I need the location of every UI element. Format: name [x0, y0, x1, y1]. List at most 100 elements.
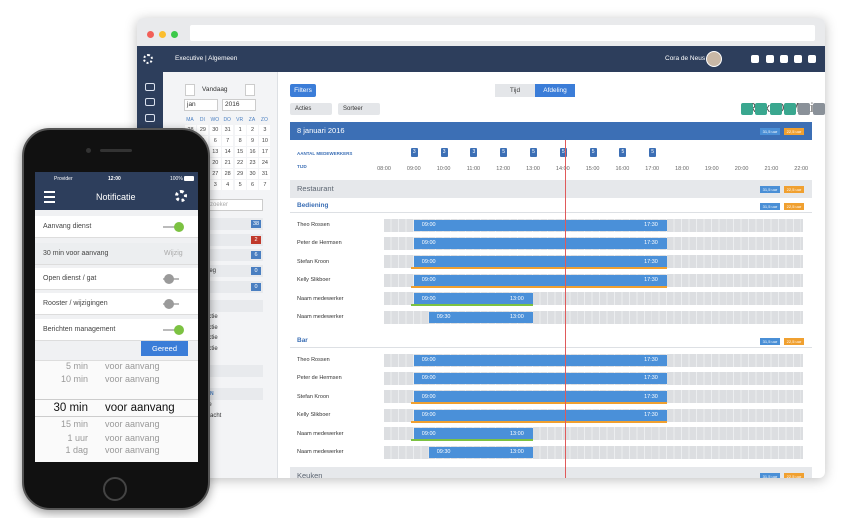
employee-name: Theo Rossen — [297, 357, 330, 363]
month-select[interactable] — [184, 99, 218, 111]
sidebar-badge: 2 — [251, 235, 261, 244]
shift-start: 09:00 — [421, 430, 436, 437]
settings-icon[interactable] — [143, 54, 153, 64]
toolbar-icon-button[interactable] — [798, 103, 811, 115]
toolbar-icon-button[interactable] — [769, 103, 782, 115]
calendar-day[interactable]: 16 — [247, 147, 258, 157]
hour-label: 14:00 — [555, 166, 570, 172]
shift-bar[interactable] — [413, 293, 533, 305]
calendar-day[interactable]: 13 — [209, 147, 221, 157]
setting-row — [35, 216, 198, 238]
calendar-day[interactable]: 5 — [234, 180, 246, 190]
toggle-knob[interactable] — [164, 274, 174, 284]
toolbar-icon-button[interactable] — [755, 103, 768, 115]
calendar-day[interactable]: 3 — [209, 180, 221, 190]
picker-when[interactable]: voor aanvang — [105, 433, 160, 443]
picker-when[interactable]: voor aanvang — [105, 445, 160, 455]
hour-label: 08:00 — [377, 166, 391, 172]
calendar-day[interactable]: 2 — [247, 125, 258, 135]
picker-when[interactable]: voor aanvang — [105, 361, 160, 371]
calendar-day[interactable]: 21 — [222, 158, 234, 168]
year-select[interactable] — [222, 99, 256, 111]
hour-label: 11:00 — [466, 166, 481, 172]
header-icon[interactable] — [751, 55, 759, 63]
toolbar-icon-button[interactable] — [812, 103, 825, 115]
picker-amount[interactable]: 5 min — [65, 361, 88, 371]
calendar-day[interactable]: 31 — [259, 169, 271, 179]
avatar[interactable] — [706, 51, 722, 67]
shift-bar[interactable] — [413, 237, 668, 249]
calendar-day[interactable]: 14 — [222, 147, 234, 157]
calendar-day[interactable]: 30 — [209, 125, 221, 135]
settings-button[interactable] — [175, 190, 187, 202]
picker-amount[interactable]: 30 min — [53, 402, 88, 414]
calendar-day[interactable]: 29 — [234, 169, 246, 179]
header-icon[interactable] — [766, 55, 774, 63]
calendar-day[interactable]: 7 — [259, 180, 271, 190]
calendar-day[interactable]: 3 — [259, 125, 271, 135]
shift-bar[interactable] — [428, 311, 533, 323]
calendar-day[interactable]: 6 — [209, 136, 221, 146]
toolbar-icon-button[interactable] — [741, 103, 753, 115]
calendar-day[interactable]: 29 — [197, 125, 209, 135]
calendar-day[interactable]: 23 — [247, 158, 258, 168]
employee-name: Stefan Kroon — [297, 258, 330, 265]
calendar-day[interactable]: 28 — [222, 169, 234, 179]
toggle-track[interactable] — [163, 329, 179, 331]
header-icon[interactable] — [808, 55, 816, 63]
calendar-day[interactable]: 31 — [222, 125, 234, 135]
prev-button[interactable] — [185, 84, 195, 96]
menu-button[interactable]: Acties — [290, 103, 332, 115]
done-button[interactable]: Gereed — [141, 341, 188, 356]
calendar-day[interactable]: 10 — [259, 136, 271, 146]
home-button[interactable] — [103, 477, 127, 501]
shift-bar[interactable] — [413, 256, 668, 268]
calendar-day[interactable]: 30 — [247, 169, 258, 179]
toggle-knob[interactable] — [164, 299, 174, 309]
filters-button[interactable]: Filters — [290, 84, 316, 97]
picker-when[interactable]: voor aanvang — [105, 374, 160, 384]
calendar-day[interactable]: 27 — [209, 169, 221, 179]
view-tab[interactable]: Afdeling — [535, 84, 575, 97]
shift-bar[interactable] — [413, 428, 533, 440]
shift-bar[interactable] — [413, 219, 668, 231]
toggle-knob[interactable] — [174, 222, 184, 232]
picker-amount[interactable]: 15 min — [60, 419, 88, 429]
calendar-day[interactable]: 1 — [234, 125, 246, 135]
picker-amount[interactable]: 1 uur — [67, 433, 88, 443]
nav-icon[interactable] — [145, 83, 155, 91]
toggle-track[interactable] — [163, 226, 179, 228]
shift-bar[interactable] — [413, 372, 668, 384]
shift-bar[interactable] — [413, 274, 668, 286]
calendar-day[interactable]: 24 — [259, 158, 271, 168]
calendar-day[interactable]: 17 — [259, 147, 271, 157]
toolbar-icon-button[interactable] — [783, 103, 796, 115]
shift-bar[interactable] — [413, 409, 668, 421]
calendar-day[interactable]: 6 — [247, 180, 258, 190]
calendar-day[interactable]: 15 — [234, 147, 246, 157]
picker-when[interactable]: voor aanvang — [105, 402, 175, 414]
shift-end: 17:30 — [644, 240, 658, 247]
calendar-day[interactable]: 9 — [247, 136, 258, 146]
calendar-day[interactable]: 22 — [234, 158, 246, 168]
picker-when[interactable]: voor aanvang — [105, 419, 160, 429]
next-button[interactable] — [245, 84, 255, 96]
shift-bar[interactable] — [428, 446, 533, 458]
shift-bar[interactable] — [413, 391, 668, 403]
header-icon[interactable] — [780, 55, 788, 63]
nav-icon[interactable] — [145, 98, 155, 106]
calendar-day[interactable]: 4 — [222, 180, 234, 190]
shift-bar[interactable] — [413, 354, 668, 366]
change-button[interactable]: Wijzig — [164, 250, 183, 257]
picker-amount[interactable]: 1 dag — [65, 445, 88, 455]
calendar-day[interactable]: 7 — [222, 136, 234, 146]
calendar-day[interactable]: 20 — [209, 158, 221, 168]
view-tab[interactable]: Tijd — [495, 84, 535, 97]
menu-button[interactable]: Sorteer — [338, 103, 380, 115]
calendar-day[interactable]: 8 — [234, 136, 246, 146]
header-icon[interactable] — [794, 55, 802, 63]
nav-icon[interactable] — [145, 114, 155, 122]
picker-amount[interactable]: 10 min — [60, 374, 88, 384]
today-button[interactable]: Vandaag — [202, 86, 228, 93]
toggle-knob[interactable] — [174, 325, 184, 335]
